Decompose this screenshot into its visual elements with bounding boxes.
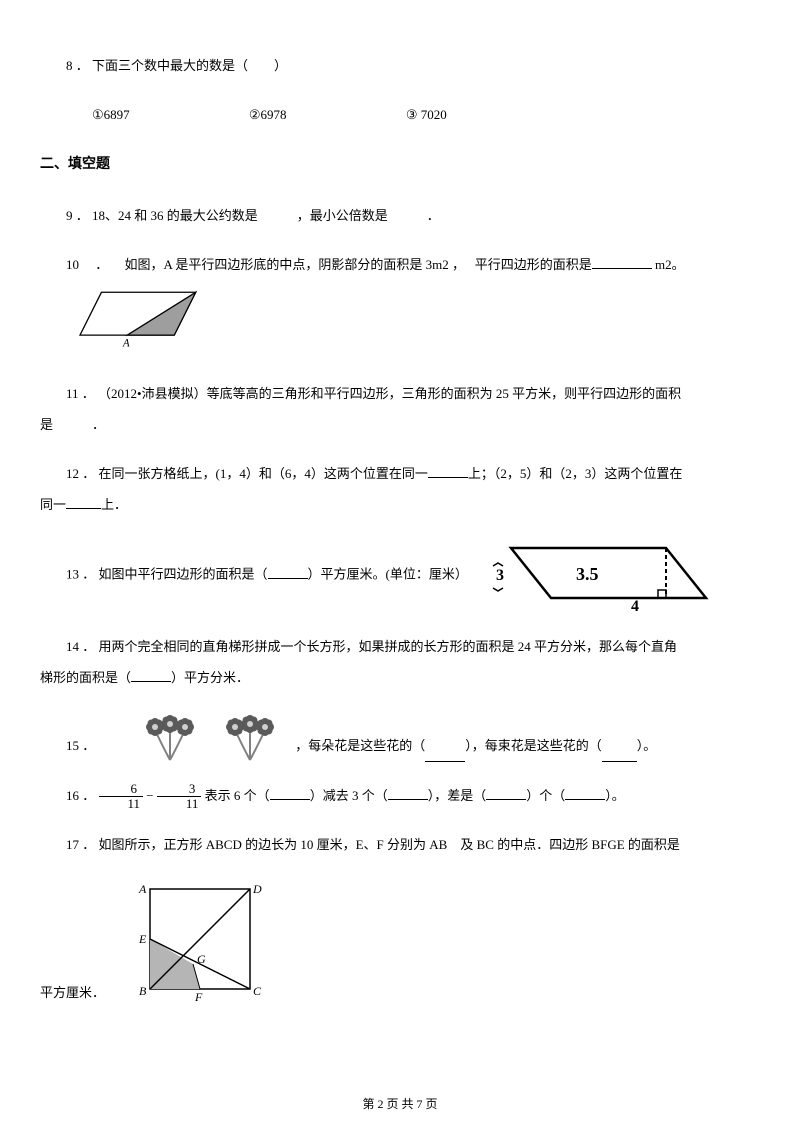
q16-frac2: 311 bbox=[157, 782, 202, 812]
question-12-line2: 同一 上． bbox=[40, 489, 760, 520]
q12-blank2 bbox=[66, 496, 101, 509]
q17-G: G bbox=[197, 952, 206, 966]
q10-parallelogram-image: A bbox=[70, 288, 210, 348]
q15-t4: ）。 bbox=[637, 730, 657, 761]
q8-opt-3: ③ 7020 bbox=[380, 99, 447, 130]
section-2-title: 二、填空题 bbox=[40, 148, 760, 182]
question-13: 13 ． 如图中平行四边形的面积是（ ）平方厘米。(单位：厘米） 3 3.5 4 bbox=[40, 538, 760, 613]
q15-t3: ），每束花是这些花的（ bbox=[465, 730, 602, 761]
q17-A: A bbox=[138, 882, 147, 896]
q16-b1 bbox=[270, 787, 310, 800]
q8-options: ①6897 ②6978 ③ 7020 bbox=[40, 99, 760, 130]
q17-C: C bbox=[253, 984, 262, 998]
q14-l2b: ）平方分米． bbox=[171, 670, 249, 685]
q8-opt-2: ②6978 bbox=[223, 99, 287, 130]
question-17-line1: 17 ． 如图所示，正方形 ABCD 的边长为 10 厘米，E、F 分别为 AB… bbox=[40, 829, 760, 860]
q8-text: 8 ． 下面三个数中最大的数是（ ） bbox=[66, 58, 287, 73]
q13-label-4: 4 bbox=[631, 598, 639, 613]
flower-bunch-2 bbox=[226, 715, 274, 760]
q15-blank2 bbox=[602, 749, 637, 762]
q17-B: B bbox=[139, 984, 147, 998]
q10-pre: 10 ． 如图，A 是平行四边形底的中点，阴影部分的面积是 3m2 ， 平行四边… bbox=[66, 257, 592, 272]
q16-m2: ）减去 3 个（ bbox=[310, 788, 388, 803]
question-11-line2: 是 ． bbox=[40, 409, 760, 440]
q10-label-a: A bbox=[122, 338, 130, 349]
q13-text2: ）平方厘米。(单位：厘米） bbox=[308, 567, 468, 582]
flower-bunch-1 bbox=[146, 715, 194, 760]
q13-text: 13 ． 如图中平行四边形的面积是（ bbox=[66, 567, 268, 582]
question-14-line1: 14 ． 用两个完全相同的直角梯形拼成一个长方形，如果拼成的长方形的面积是 24… bbox=[40, 631, 760, 662]
q17-F: F bbox=[194, 990, 203, 1004]
q16-pre: 16 ． bbox=[66, 788, 95, 803]
page-footer: 第 2 页 共 7 页 bbox=[0, 1095, 800, 1112]
q16-m1: 表示 6 个（ bbox=[205, 788, 270, 803]
q16-m5: ）。 bbox=[605, 788, 625, 803]
question-12-line1: 12 ． 在同一张方格纸上，(1，4）和（6，4）这两个位置在同一 上；（2，5）… bbox=[40, 458, 760, 489]
q15-blank1 bbox=[425, 749, 465, 762]
question-14-line2: 梯形的面积是（ ）平方分米． bbox=[40, 662, 760, 693]
q16-minus: − bbox=[146, 788, 153, 803]
question-17-line2: 平方厘米． A D E B F C G bbox=[40, 879, 760, 1009]
q16-frac1: 611 bbox=[99, 782, 144, 812]
question-15: 15 ． ，每朵花是这些花的（ ），每束花是这些花的（ ）。 bbox=[40, 712, 760, 762]
q12-l1b: 上；（2，5）和（2，3）这两个位置在 bbox=[468, 466, 683, 481]
question-9: 9 ． 18、24 和 36 的最大公约数是 ，最小公倍数是 ． bbox=[40, 200, 760, 231]
q16-b3 bbox=[486, 787, 526, 800]
q16-m3: ），差是（ bbox=[428, 788, 487, 803]
q15-t1: 15 ． bbox=[66, 730, 95, 761]
q12-l1a: 12 ． 在同一张方格纸上，(1，4）和（6，4）这两个位置在同一 bbox=[66, 466, 428, 481]
q15-flowers-image bbox=[135, 712, 295, 762]
question-10: 10 ． 如图，A 是平行四边形底的中点，阴影部分的面积是 3m2 ， 平行四边… bbox=[40, 249, 760, 280]
q14-blank bbox=[131, 669, 171, 682]
q13-label-3: 3 bbox=[496, 567, 504, 584]
q10-blank bbox=[592, 256, 652, 269]
q13-label-35: 3.5 bbox=[576, 564, 599, 584]
q17-E: E bbox=[138, 932, 147, 946]
q10-post: m2。 bbox=[652, 257, 685, 272]
question-8: 8 ． 下面三个数中最大的数是（ ） bbox=[40, 50, 760, 81]
q12-l2a: 同一 bbox=[40, 497, 66, 512]
question-11-line1: 11 ． （2012•沛县模拟）等底等高的三角形和平行四边形，三角形的面积为 2… bbox=[40, 378, 760, 409]
q15-t2: ，每朵花是这些花的（ bbox=[295, 730, 425, 761]
q16-b2 bbox=[388, 787, 428, 800]
q8-opt-1: ①6897 bbox=[66, 99, 130, 130]
q12-blank1 bbox=[428, 465, 468, 478]
q16-m4: ）个（ bbox=[526, 788, 565, 803]
q14-l2a: 梯形的面积是（ bbox=[40, 670, 131, 685]
q17-l2: 平方厘米． bbox=[40, 977, 105, 1008]
q13-blank bbox=[268, 566, 308, 579]
q12-l2b: 上． bbox=[101, 497, 127, 512]
q13-parallelogram-image: 3 3.5 4 bbox=[481, 538, 711, 613]
q17-D: D bbox=[252, 882, 262, 896]
q16-b4 bbox=[565, 787, 605, 800]
q17-square-image: A D E B F C G bbox=[125, 879, 275, 1009]
question-16: 16 ． 611 − 311 表示 6 个（ ）减去 3 个（ ），差是（ ）个（ ）。 bbox=[40, 780, 760, 812]
